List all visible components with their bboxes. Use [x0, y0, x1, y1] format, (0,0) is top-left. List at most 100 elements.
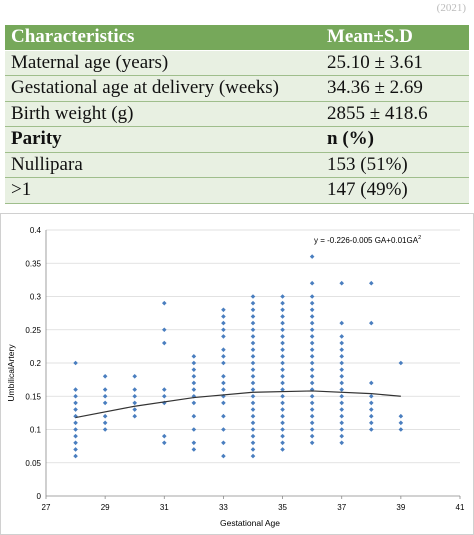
data-point [309, 407, 315, 412]
data-point [280, 374, 285, 379]
data-point [161, 440, 167, 446]
data-point [191, 447, 197, 452]
row-value: n (%) [321, 126, 469, 153]
data-point [280, 447, 285, 452]
row-label: Maternal age (years) [5, 50, 321, 76]
data-point [309, 374, 315, 379]
data-point [250, 387, 256, 392]
data-point [221, 380, 226, 386]
data-point [73, 440, 78, 446]
table-row: Birth weight (g) 2855 ± 418.6 [5, 101, 469, 127]
data-point [221, 327, 226, 333]
data-point [368, 407, 374, 412]
row-value: 153 (51%) [321, 152, 469, 178]
data-point [250, 427, 256, 432]
data-point [132, 407, 138, 412]
data-point [102, 393, 108, 399]
data-point [250, 327, 256, 333]
data-point [132, 374, 138, 379]
data-point [309, 440, 315, 446]
data-point [309, 433, 315, 439]
data-point [73, 387, 78, 392]
row-value: 25.10 ± 3.61 [321, 50, 469, 76]
data-point [250, 367, 256, 372]
data-point [221, 413, 226, 419]
data-point [280, 387, 285, 392]
data-point [221, 360, 226, 366]
data-point [191, 360, 197, 366]
data-point [280, 367, 285, 372]
data-point [250, 354, 256, 359]
data-point [280, 393, 285, 399]
data-point [280, 360, 285, 366]
data-point [280, 320, 285, 326]
data-point [280, 407, 285, 412]
table-header-row: Characteristics Mean±S.D [5, 25, 469, 51]
y-tick-label: 0.2 [30, 359, 42, 368]
data-point [191, 427, 197, 432]
data-point [309, 334, 315, 339]
data-point [250, 453, 256, 459]
equation-superscript: 2 [418, 235, 421, 241]
data-point [280, 400, 285, 406]
y-tick-label: 0.15 [25, 392, 41, 401]
data-point [398, 413, 404, 419]
data-point [250, 334, 256, 339]
data-point [191, 400, 197, 406]
scatter-chart: 0 0.05 0.1 0.15 0.2 0.25 0.3 0.35 0.4 27 29 31 33 35… [0, 213, 474, 535]
data-point [102, 427, 108, 432]
axes [45, 230, 461, 499]
x-axis-label: Gestational Age [220, 518, 280, 528]
data-point [280, 354, 285, 359]
data-point [250, 374, 256, 379]
data-point [309, 340, 315, 346]
row-label: Nullipara [5, 152, 321, 178]
data-point [309, 354, 315, 359]
data-point [339, 393, 345, 399]
data-point [221, 354, 226, 359]
data-point [309, 420, 315, 426]
data-point [250, 360, 256, 366]
data-point [250, 413, 256, 419]
y-tick-label: 0.35 [25, 259, 41, 268]
data-point [73, 453, 78, 459]
table-row-parity: Parity n (%) [5, 126, 469, 153]
data-point [250, 440, 256, 446]
data-point [161, 340, 167, 346]
data-point [339, 413, 345, 419]
data-point [250, 433, 256, 439]
data-point [339, 400, 345, 406]
data-point [221, 387, 226, 392]
data-point [250, 340, 256, 346]
data-point [73, 420, 78, 426]
header-mean-sd: Mean±S.D [321, 25, 469, 51]
data-point [250, 420, 256, 426]
y-tick-label: 0.1 [30, 426, 42, 435]
regression-equation: y = -0.226-0.005 GA+0.01GA2 [314, 235, 421, 245]
y-tick-label: 0.05 [25, 459, 41, 468]
data-point [309, 347, 315, 352]
data-point [309, 413, 315, 419]
data-point [73, 447, 78, 452]
data-point [221, 400, 226, 406]
row-value: 2855 ± 418.6 [321, 101, 469, 127]
data-point [250, 407, 256, 412]
data-point [221, 307, 226, 313]
data-point [280, 347, 285, 352]
data-point [161, 393, 167, 399]
data-point [398, 427, 404, 432]
data-point [250, 400, 256, 406]
data-point [250, 393, 256, 399]
data-point [250, 347, 256, 352]
data-point [339, 427, 345, 432]
data-point [191, 440, 197, 446]
x-tick-labels: 27 29 31 33 35 37 39 41 [42, 503, 465, 512]
data-point [309, 367, 315, 372]
data-point [280, 334, 285, 339]
data-point [221, 374, 226, 379]
data-point [309, 393, 315, 399]
data-point [161, 387, 167, 392]
data-point [132, 387, 138, 392]
data-point [339, 387, 345, 392]
data-point [102, 420, 108, 426]
